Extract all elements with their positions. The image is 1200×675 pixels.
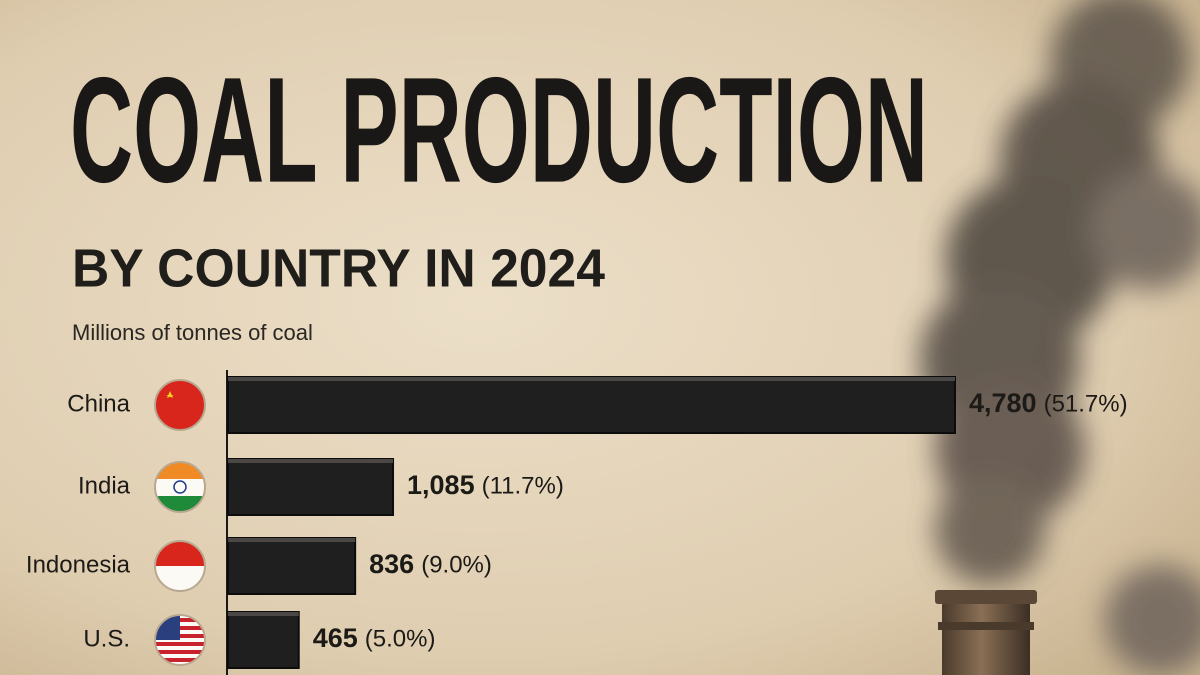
category-label: U.S. (83, 625, 130, 652)
value-label: 1,085 (407, 470, 475, 500)
share-label: (51.7%) (1044, 390, 1128, 417)
bar (227, 376, 956, 434)
bar (227, 458, 395, 516)
value-label: 836 (369, 549, 414, 579)
bar-highlight (228, 377, 955, 381)
flag-indonesia (154, 540, 206, 592)
flag-us (154, 614, 206, 666)
category-label: China (67, 390, 130, 417)
chimney (935, 590, 1037, 675)
chart-subtitle: BY COUNTRY IN 2024 (72, 238, 605, 298)
value-label: 4,780 (969, 388, 1037, 418)
category-label: Indonesia (26, 551, 131, 578)
share-label: (5.0%) (365, 625, 436, 652)
flag-china (154, 379, 206, 431)
bar (227, 611, 300, 669)
axis-label: Millions of tonnes of coal (72, 320, 313, 345)
bar (227, 537, 357, 595)
bar-highlight (228, 459, 394, 463)
category-label: India (78, 472, 131, 499)
flag-india (154, 461, 206, 513)
value-label: 465 (313, 623, 358, 653)
smoke (920, 0, 1200, 675)
share-label: (9.0%) (421, 551, 492, 578)
bar-highlight (228, 612, 299, 616)
share-label: (11.7%) (482, 472, 564, 499)
chart-title: COAL PRODUCTION (70, 46, 928, 214)
bar-highlight (228, 538, 356, 542)
